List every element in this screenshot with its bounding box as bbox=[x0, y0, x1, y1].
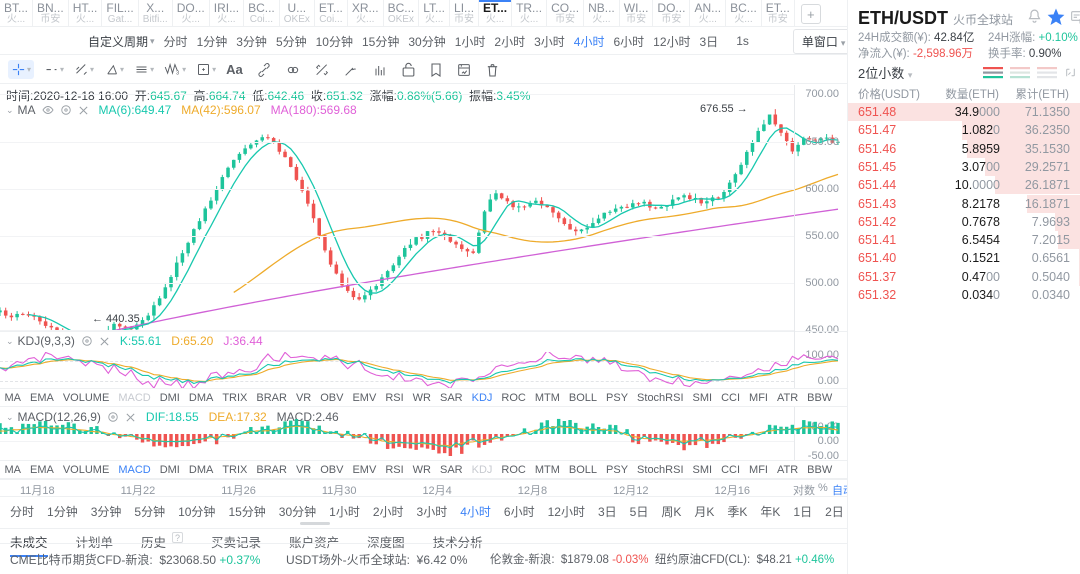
svg-text:3: 3 bbox=[176, 70, 179, 76]
